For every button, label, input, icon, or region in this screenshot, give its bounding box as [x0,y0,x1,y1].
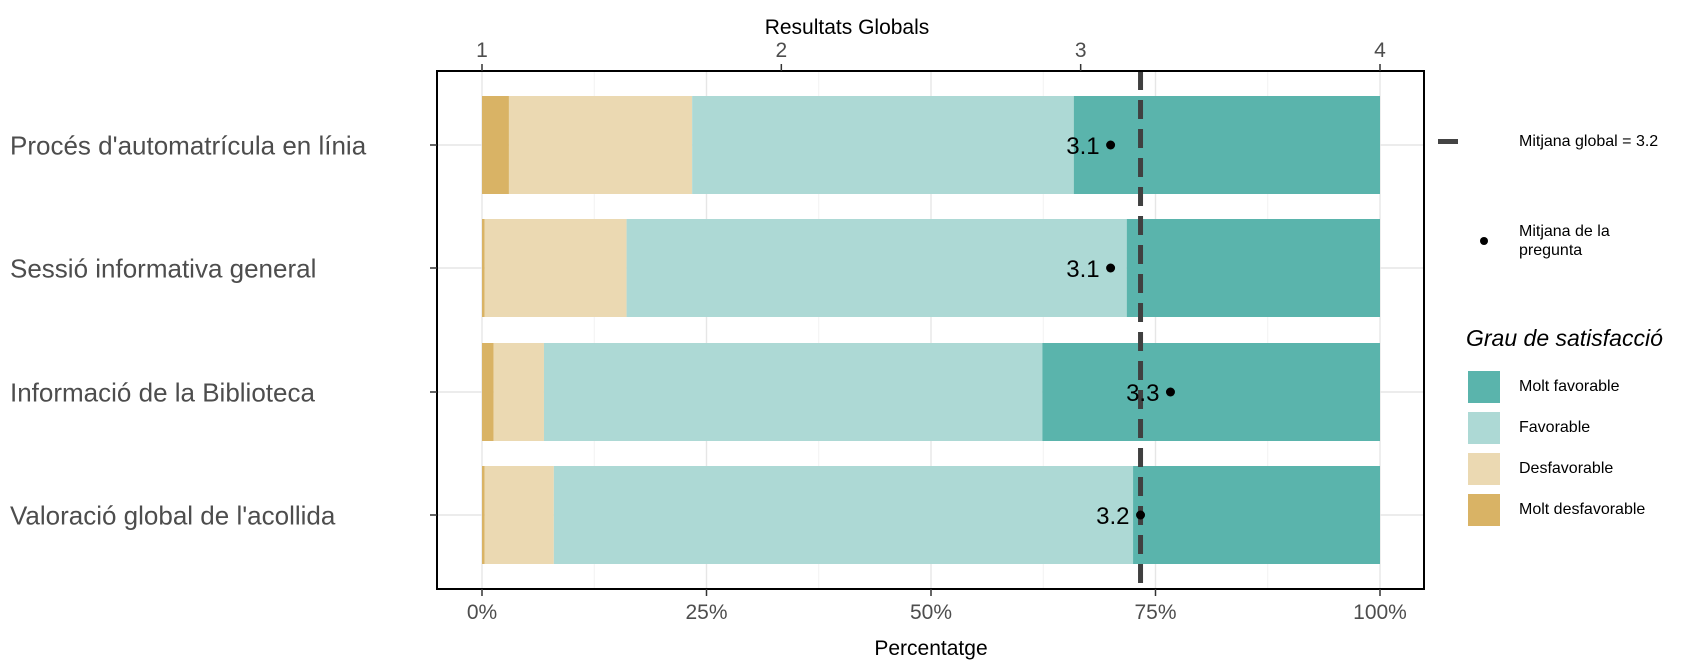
x-axis-tick-label: 100% [1353,601,1407,624]
top-axis-tick-label: 1 [476,39,488,62]
x-axis-title: Percentatge [874,637,987,660]
question-mean-legend-line1: Mitjana de la [1519,223,1610,240]
question-mean-label: 3.1 [1066,133,1099,160]
bar-segment [484,466,554,564]
top-axis-tick-label: 2 [775,39,787,62]
legend-label: Desfavorable [1519,460,1614,477]
bar-segment [482,343,494,441]
top-axis-tick-label: 4 [1374,39,1386,62]
bar-segment [482,466,485,564]
category-label: Valoració global de l'acollida [10,500,336,531]
bar-segment [543,343,1043,441]
legend-swatch-molt-desfavorable [1468,494,1500,526]
bar-segment [1133,466,1380,564]
legend-label: Molt favorable [1519,378,1620,395]
question-mean-dot [1165,387,1175,397]
bar-segment [1073,96,1380,194]
category-label: Sessió informativa general [10,253,317,284]
bar-segment [484,219,627,317]
bar-segment [626,219,1127,317]
legend-swatch-favorable [1468,412,1500,444]
question-mean-dot [1106,140,1116,150]
top-axis-tick-label: 3 [1075,39,1087,62]
bar-segment [482,219,485,317]
question-mean-dot [1106,263,1116,273]
bar-segment [493,343,544,441]
question-mean-legend-label: Mitjana de la pregunta [1519,222,1610,260]
global-mean-legend-key [1438,139,1458,144]
legend-swatch-desfavorable [1468,453,1500,485]
bar-segment [1126,219,1380,317]
x-axis-tick-label: 50% [910,601,952,624]
category-label: Procés d'automatrícula en línia [10,130,367,161]
bar-segment [553,466,1134,564]
chart-title: Resultats Globals [764,16,930,39]
question-mean-dot [1136,510,1146,520]
bar-segment [1042,343,1380,441]
global-mean-legend-label: Mitjana global = 3.2 [1519,133,1659,150]
legend-label: Favorable [1519,419,1591,436]
legend-label: Molt desfavorable [1519,501,1646,518]
legend-swatch-molt-favorable [1468,371,1500,403]
question-mean-label: 3.3 [1126,380,1159,407]
bar-segment [692,96,1074,194]
question-mean-label: 3.1 [1066,256,1099,283]
bar-segment [508,96,693,194]
x-axis-tick-label: 75% [1134,601,1176,624]
question-mean-label: 3.2 [1096,503,1129,530]
legend-title: Grau de satisfacció [1466,325,1663,351]
category-label: Informació de la Biblioteca [10,377,315,408]
x-axis-tick-label: 25% [685,601,727,624]
question-mean-legend-key [1480,237,1488,245]
x-axis-tick-label: 0% [467,601,497,624]
bar-segment [482,96,509,194]
question-mean-legend-line2: pregunta [1519,242,1583,259]
